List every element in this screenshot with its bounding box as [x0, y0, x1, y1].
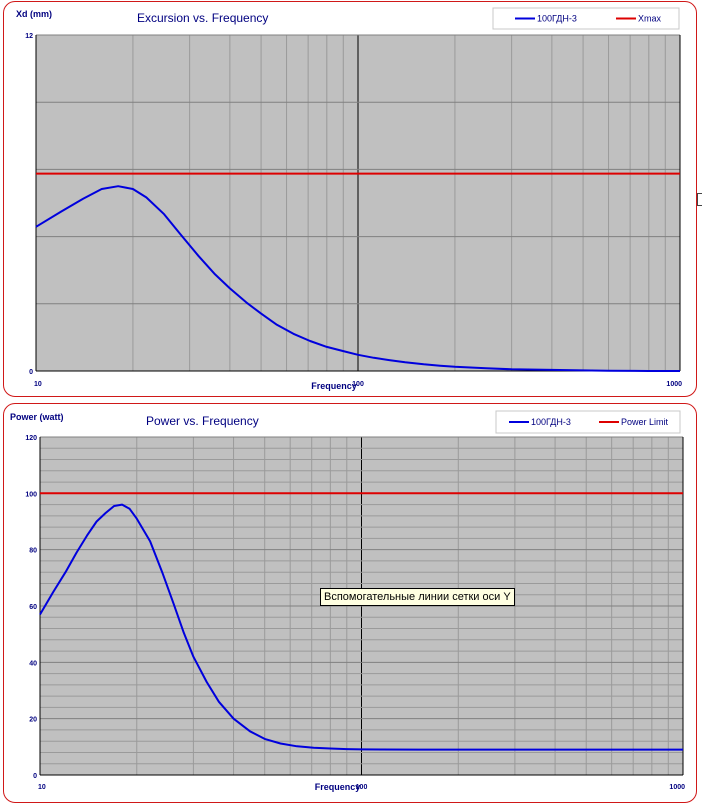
legend-label: Power Limit — [621, 417, 669, 427]
y-tick-label: 0 — [29, 369, 33, 376]
x-tick-label: 1000 — [666, 381, 682, 388]
y-axis-label: Power (watt) — [10, 412, 64, 422]
grid-tooltip: Вспомогательные линии сетки оси Y — [320, 588, 515, 606]
y-tick-label: 60 — [29, 604, 37, 611]
legend-label: 100ГДН-3 — [531, 417, 571, 427]
y-tick-label: 100 — [25, 491, 37, 498]
chart-title: Power vs. Frequency — [146, 414, 259, 428]
x-tick-label: 10 — [38, 784, 46, 791]
resize-handle[interactable] — [697, 193, 702, 206]
legend-box — [495, 410, 681, 434]
x-tick-label: 10 — [34, 381, 42, 388]
y-tick-label: 80 — [29, 548, 37, 555]
x-tick-label: 1000 — [669, 784, 685, 791]
y-axis-label: Xd (mm) — [16, 9, 52, 19]
x-axis-label: Frequency — [311, 381, 357, 391]
x-tick-label: 100 — [352, 381, 364, 388]
y-tick-label: 40 — [29, 660, 37, 667]
y-tick-label: 120 — [25, 435, 37, 442]
x-axis-label: Frequency — [315, 782, 361, 792]
x-tick-label: 100 — [356, 784, 368, 791]
chart-title: Excursion vs. Frequency — [137, 11, 268, 25]
legend-label: 100ГДН-3 — [537, 14, 577, 24]
legend-label: Xmax — [638, 14, 662, 24]
series-line-response — [39, 503, 683, 751]
legend-box — [492, 7, 680, 30]
y-tick-label: 12 — [25, 33, 33, 40]
y-tick-label: 0 — [33, 773, 37, 780]
series-line-response — [35, 185, 680, 372]
y-tick-label: 20 — [29, 717, 37, 724]
